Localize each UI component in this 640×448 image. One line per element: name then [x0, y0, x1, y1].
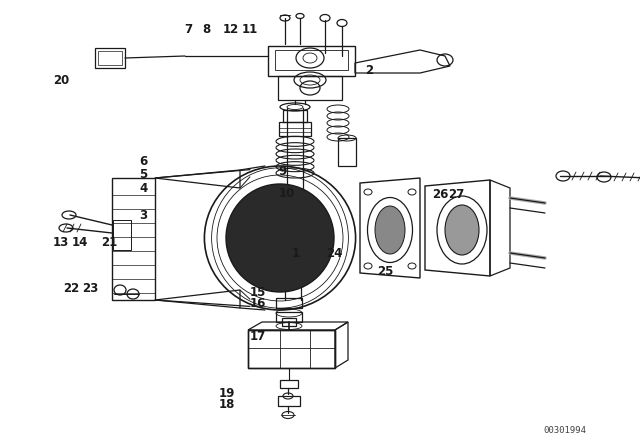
Text: 00301994: 00301994 — [543, 426, 586, 435]
Text: 2: 2 — [365, 64, 373, 77]
Text: 18: 18 — [219, 397, 236, 411]
Text: 24: 24 — [326, 246, 343, 260]
Text: 11: 11 — [241, 22, 258, 36]
Ellipse shape — [375, 206, 405, 254]
Text: 8: 8 — [202, 22, 210, 36]
Bar — [95, 48, 125, 68]
Text: 17: 17 — [250, 330, 266, 344]
Bar — [113, 220, 131, 250]
Text: 14: 14 — [72, 236, 88, 250]
Bar — [280, 380, 298, 388]
Text: 1: 1 — [291, 246, 300, 260]
Text: 13: 13 — [53, 236, 69, 250]
Text: 7: 7 — [185, 22, 193, 36]
Text: 9: 9 — [278, 164, 287, 178]
Bar — [278, 396, 300, 406]
Text: 10: 10 — [278, 187, 294, 200]
Text: 15: 15 — [250, 285, 266, 299]
Text: 12: 12 — [222, 22, 239, 36]
Bar — [338, 138, 356, 166]
Text: 21: 21 — [101, 236, 117, 250]
Text: 27: 27 — [448, 188, 464, 202]
Text: 22: 22 — [63, 282, 79, 296]
Text: 19: 19 — [219, 387, 236, 400]
Ellipse shape — [226, 184, 334, 292]
Text: 26: 26 — [432, 188, 449, 202]
Text: 25: 25 — [378, 264, 394, 278]
Text: 4: 4 — [139, 181, 147, 195]
Bar — [279, 122, 311, 136]
Bar — [276, 312, 302, 322]
Bar — [283, 110, 307, 122]
Bar — [282, 318, 296, 326]
Bar — [98, 51, 122, 65]
Text: 16: 16 — [250, 297, 266, 310]
Text: 6: 6 — [139, 155, 147, 168]
Text: 20: 20 — [53, 74, 69, 87]
Text: 5: 5 — [139, 168, 147, 181]
Ellipse shape — [445, 205, 479, 255]
Text: 3: 3 — [139, 208, 147, 222]
Text: 23: 23 — [82, 282, 98, 296]
Bar — [276, 298, 302, 308]
